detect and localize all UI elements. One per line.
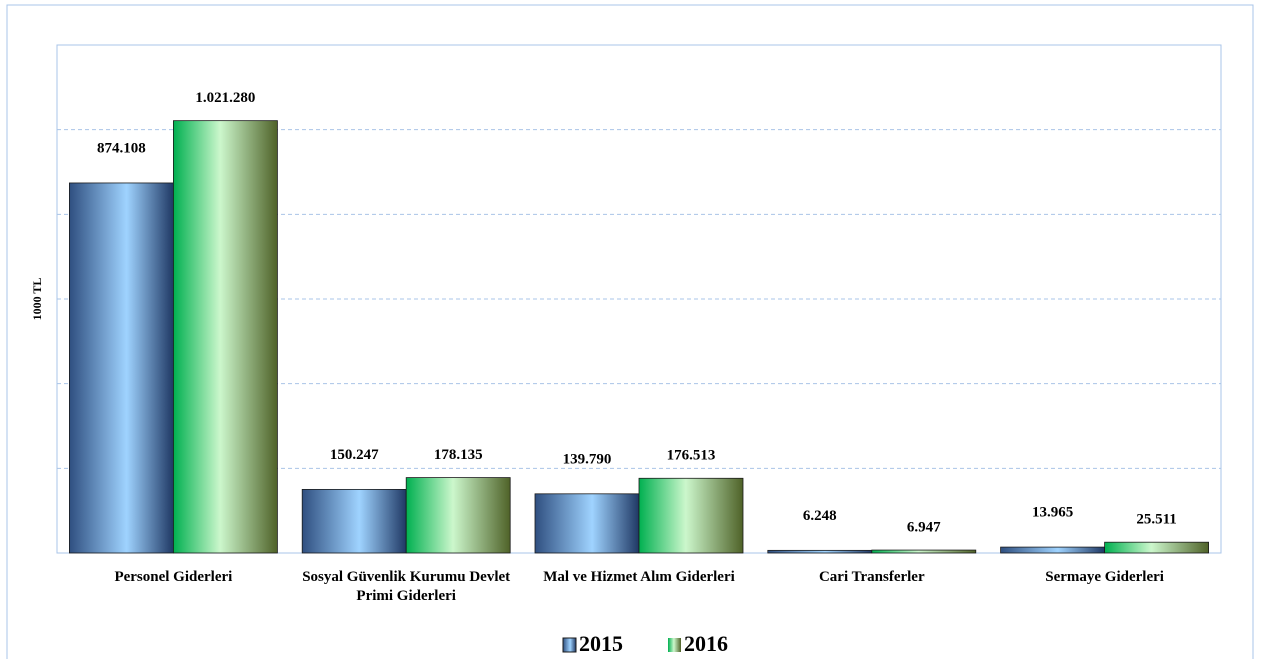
y-axis-label: 1000 TL [30, 278, 44, 321]
data-label: 874.108 [97, 140, 146, 156]
legend-swatch [562, 637, 577, 653]
bar [172, 120, 278, 554]
bar [767, 549, 873, 554]
x-tick-label: Sermaye Giderleri [1045, 569, 1164, 585]
data-label: 178.135 [434, 447, 483, 463]
bar [1000, 546, 1105, 554]
data-label: 1.021.280 [195, 90, 255, 106]
data-label: 6.248 [803, 508, 837, 524]
bar [69, 182, 174, 554]
bar [405, 477, 511, 554]
x-tick-label: Sosyal Güvenlik Kurumu Devlet Primi Gide… [302, 569, 511, 604]
x-tick-label: Cari Transferler [818, 569, 925, 585]
legend-label: 2015 [579, 631, 623, 656]
bar [301, 488, 407, 554]
legend-label: 2016 [684, 631, 728, 656]
data-label: 139.790 [563, 451, 612, 467]
data-label: 25.511 [1136, 512, 1176, 528]
bar [871, 549, 977, 554]
data-label: 6.947 [907, 519, 941, 535]
data-label: 13.965 [1032, 505, 1073, 521]
data-label: 176.513 [667, 448, 716, 464]
x-tick-label: Personel Giderleri [114, 569, 233, 585]
bar [534, 493, 640, 554]
bar [1104, 541, 1209, 554]
frame [6, 4, 1254, 659]
data-label: 150.247 [330, 447, 379, 463]
legend-swatch [668, 638, 681, 652]
bar [638, 477, 744, 554]
x-tick-label: Mal ve Hizmet Alım Giderleri [543, 569, 735, 585]
